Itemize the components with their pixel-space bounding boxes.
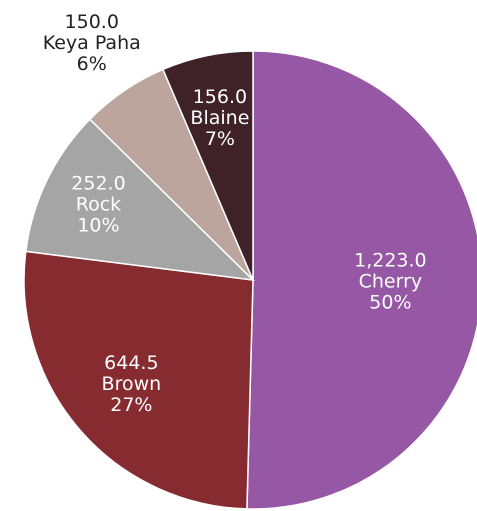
percent-label: 27% — [110, 394, 152, 416]
pie-slice — [161, 50, 254, 281]
percent-label: 10% — [77, 215, 119, 237]
percent-label: 50% — [369, 291, 411, 313]
pie-slice — [24, 118, 256, 282]
value-label: 1,223.0 — [354, 249, 427, 271]
value-label: 644.5 — [104, 352, 158, 374]
category-label: Brown — [102, 373, 162, 395]
value-label: 150.0 — [65, 11, 119, 33]
value-label: 156.0 — [193, 86, 247, 108]
percent-label: 7% — [205, 128, 235, 150]
percent-label: 6% — [77, 53, 107, 75]
category-label: Blaine — [190, 107, 249, 129]
category-label: Keya Paha — [43, 32, 141, 54]
category-label: Cherry — [359, 270, 423, 292]
category-label: Rock — [76, 194, 121, 216]
pie-slice — [246, 50, 477, 510]
pie-slice — [23, 250, 254, 510]
value-label: 252.0 — [71, 173, 125, 195]
